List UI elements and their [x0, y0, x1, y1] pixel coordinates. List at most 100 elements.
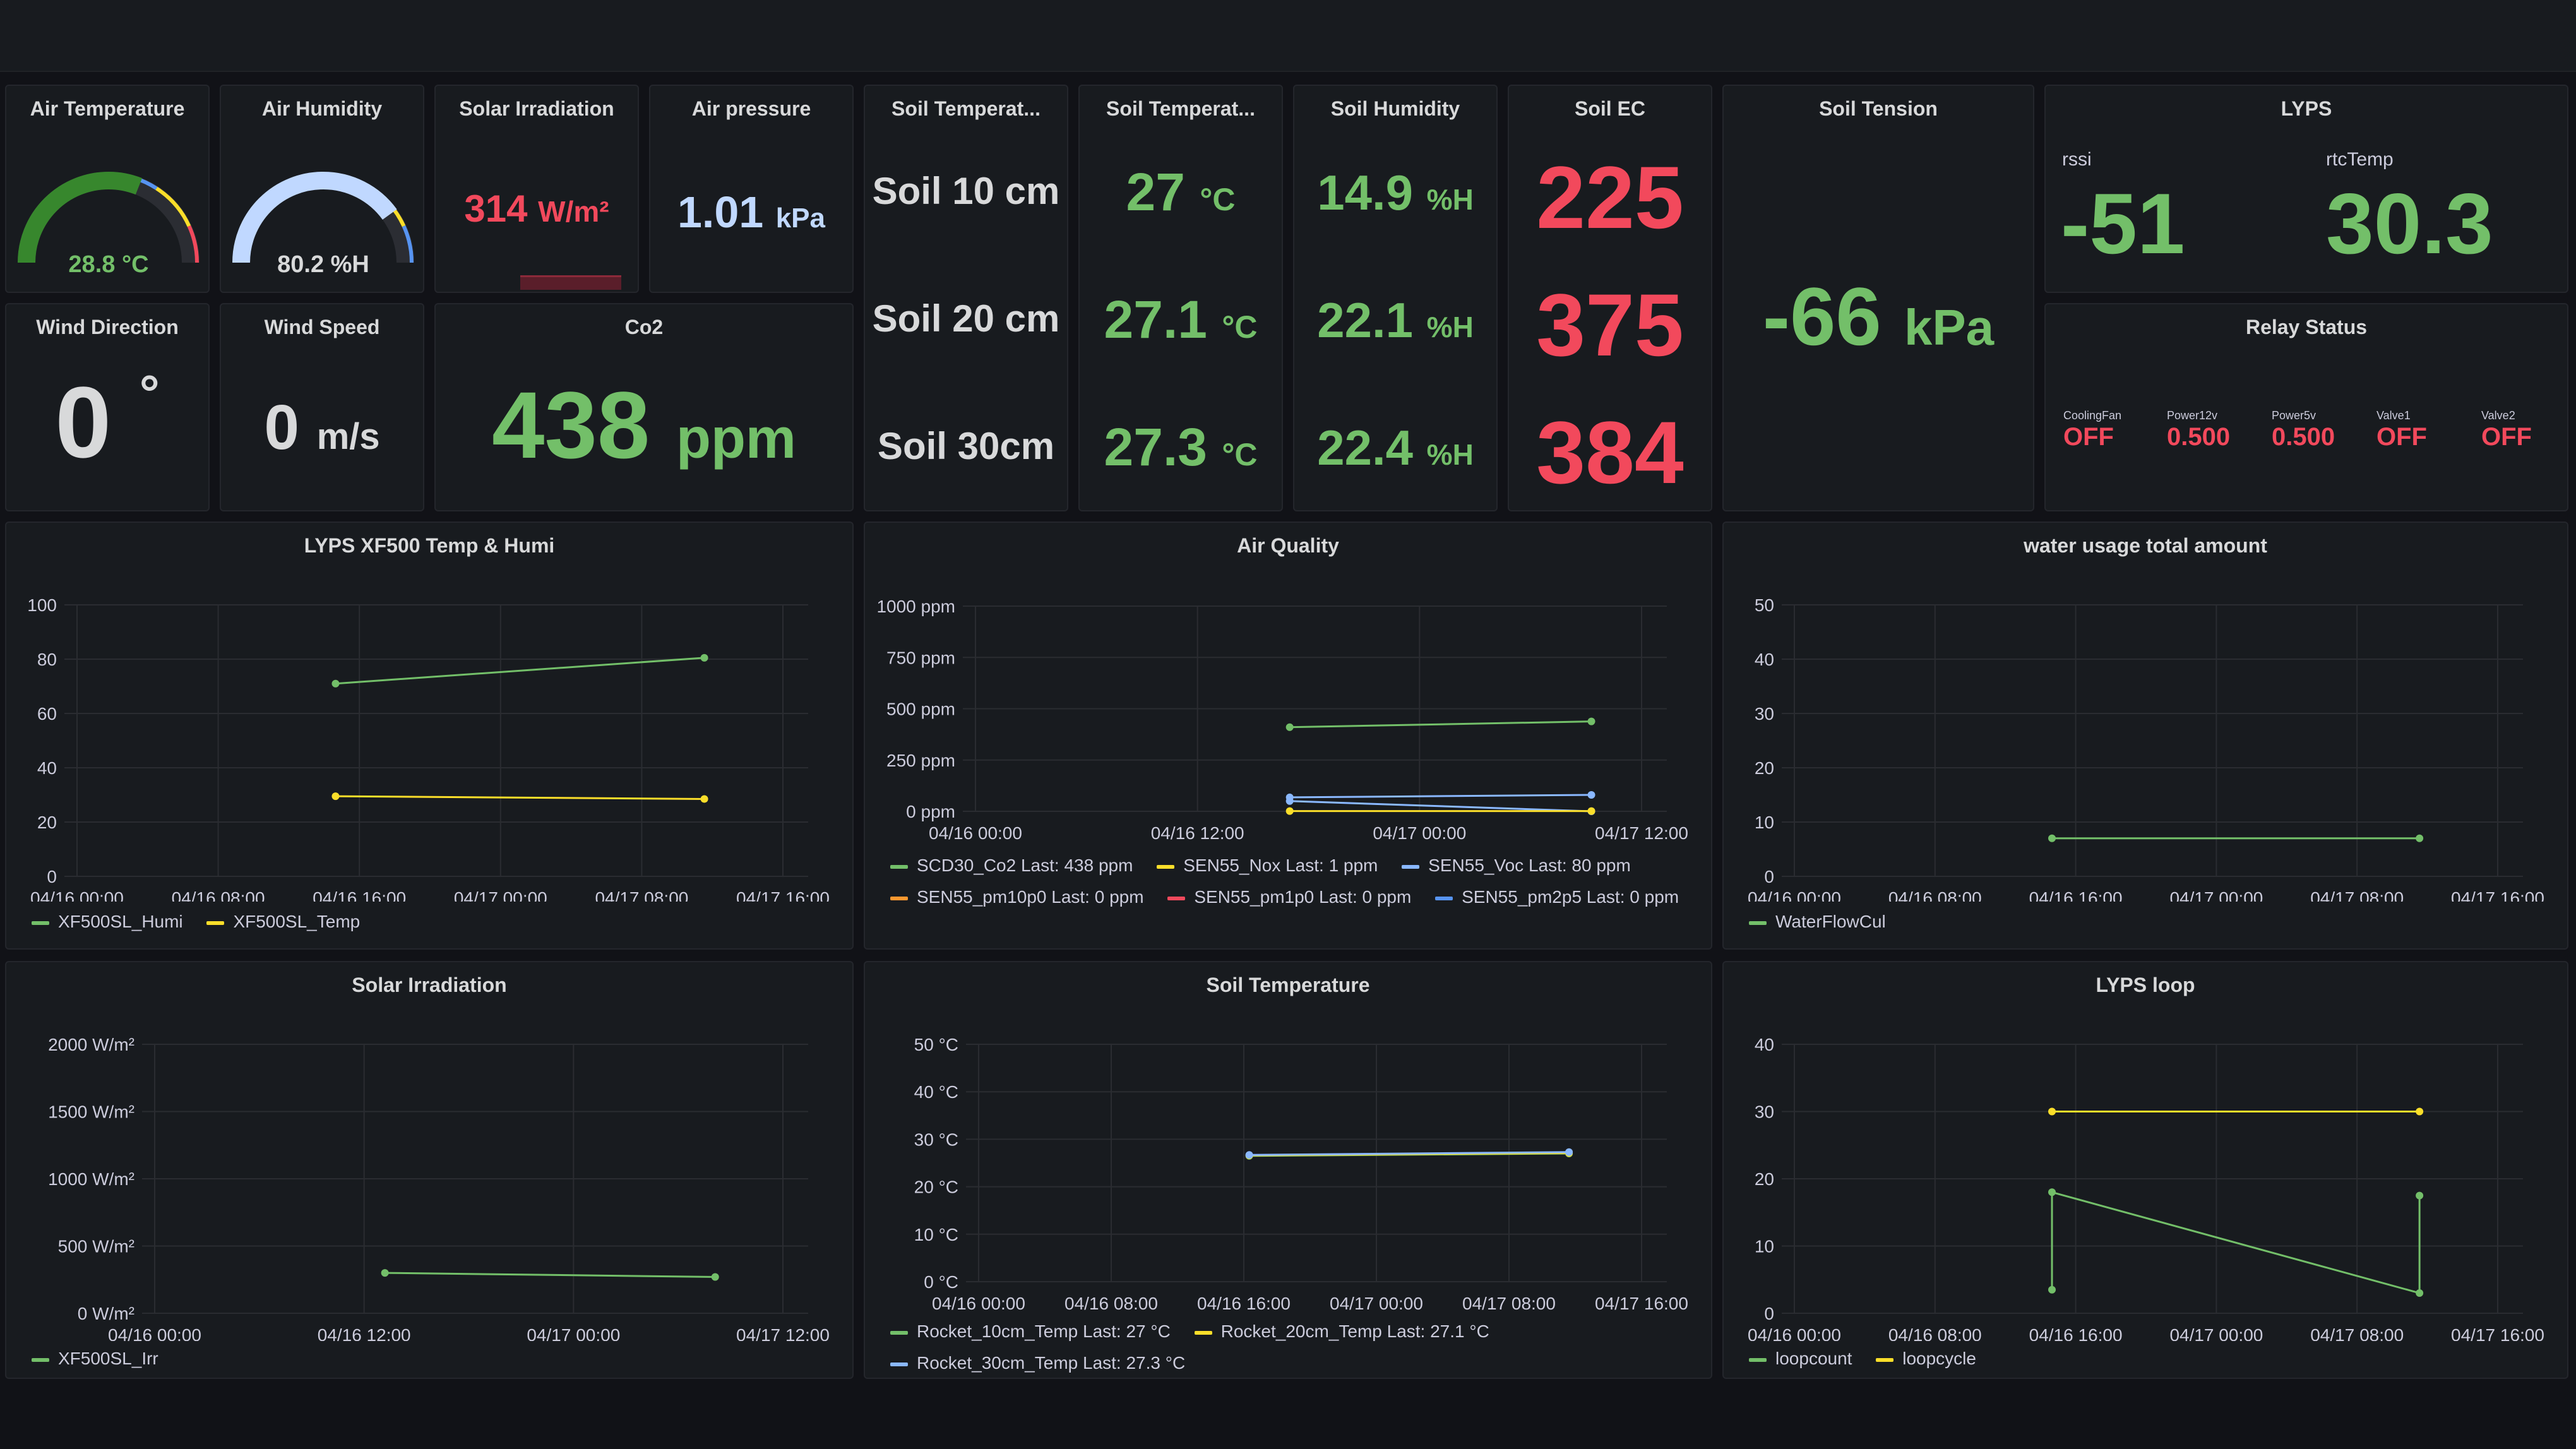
lyps-loop-chart-panel[interactable]: LYPS loop 0 10 20 30 40 04/16 00:00 04/16 08:0…: [1722, 961, 2568, 1379]
soil-temperature-chart[interactable]: 0 °C 10 °C 20 °C 30 °C 40 °C 50 °C 04/16 00:00…: [865, 962, 1712, 1316]
data-point-loopcount: [2048, 1188, 2056, 1196]
lyps-loop-chart[interactable]: 0 10 20 30 40 04/16 00:00 04/16 08:00 04/16 16:…: [1724, 962, 2568, 1341]
soil-humidity-panel[interactable]: Soil Humidity 14.9 %H 22.1 %H 22.4 %H: [1293, 85, 1498, 511]
series-line-loopcount: [2051, 1191, 2421, 1295]
soil-depth-label: Soil 30cm: [877, 425, 1055, 467]
series-line-SEN55_Voc: [1289, 794, 1592, 799]
solar-chart-panel[interactable]: Solar Irradiation 0 W/m² 500 W/m² 1000 W/m…: [5, 961, 854, 1379]
air-quality-chart-panel[interactable]: Air Quality 0 ppm 250 ppm 500 ppm 750 ppm 10…: [864, 522, 1712, 950]
chart-legend: loopcount loopcycle: [1749, 1349, 1995, 1369]
series-line-XF500SL_Temp: [335, 795, 705, 800]
y-tick-label: 20 °C: [914, 1178, 958, 1197]
data-point-WaterFlowCul: [2048, 834, 2056, 842]
air-quality-chart[interactable]: 0 ppm 250 ppm 500 ppm 750 ppm 1000 ppm 04/16 …: [865, 523, 1712, 851]
y-tick-label: 20: [1755, 1169, 1774, 1189]
y-tick-label: 0 ppm: [906, 802, 955, 821]
legend-item: loopcycle: [1876, 1349, 1976, 1369]
soil-temperature-values-panel[interactable]: Soil Temperat... 27 °C 27.1 °C 27.3 °C: [1078, 85, 1283, 511]
rssi-value: -51: [2061, 176, 2185, 271]
water-usage-chart[interactable]: 0 10 20 30 40 50 04/16 00:00 04/16 08:00 04/16 1…: [1724, 523, 2568, 902]
y-tick-label: 500 ppm: [886, 700, 955, 719]
relay-item: Valve1 OFF: [2376, 409, 2427, 451]
panel-title: Soil Temperat...: [891, 97, 1041, 120]
y-tick-label: 0: [1764, 867, 1774, 886]
sparkline-fill: [520, 275, 621, 290]
legend-item: SEN55_pm2p5 Last: 0 ppm: [1435, 881, 1679, 913]
xf500-chart[interactable]: 0 20 40 60 80 100 04/16 00:00 04/16 08:00 04/16 …: [6, 523, 854, 902]
lyps-panel[interactable]: LYPS rssi -51 rtcTemp 30.3: [2044, 85, 2568, 293]
x-tick-label: 04/16 12:00: [318, 1325, 411, 1341]
panel-title: Soil Temperat...: [1106, 97, 1255, 120]
data-point-SEN55_pm2p5: [1285, 797, 1294, 805]
air-humidity-panel[interactable]: Air Humidity 80.2 %H: [220, 85, 424, 293]
y-tick-label: 40 °C: [914, 1082, 958, 1102]
wind-direction-panel[interactable]: Wind Direction 0 °: [5, 303, 210, 511]
data-point-loopcycle: [2048, 1107, 2056, 1116]
water-usage-chart-panel[interactable]: water usage total amount 0 10 20 30 40 50 04/1…: [1722, 522, 2568, 950]
data-point-XF500SL_Humi: [331, 679, 340, 688]
soil-ec-panel[interactable]: Soil EC 225 375 384: [1508, 85, 1712, 511]
y-tick-label: 80: [37, 650, 57, 669]
gauge-fill: [232, 172, 414, 263]
chart-legend: WaterFlowCul: [1749, 912, 1905, 932]
data-point-Rocket_30cm_Temp: [1245, 1151, 1253, 1159]
x-tick-label: 04/16 16:00: [1197, 1294, 1291, 1313]
y-tick-label: 0 W/m²: [78, 1304, 134, 1323]
x-tick-label: 04/17 08:00: [1462, 1294, 1556, 1313]
air-temperature-panel[interactable]: Air Temperature 28.8 °C: [5, 85, 210, 293]
series-line-XF500SL_Humi: [335, 657, 705, 685]
x-tick-label: 04/17 16:00: [2451, 888, 2544, 902]
data-point-Rocket_30cm_Temp: [1565, 1148, 1573, 1156]
x-tick-label: 04/17 08:00: [2310, 888, 2404, 902]
rssi-label: rssi: [2062, 149, 2092, 170]
soil-temp-value: 27 °C: [1126, 162, 1236, 222]
soil-tension-panel[interactable]: Soil Tension -66 kPa: [1722, 85, 2034, 511]
series-line-XF500SL_Irr: [385, 1272, 715, 1278]
panel-title: Wind Speed: [264, 316, 380, 338]
legend-item: Rocket_30cm_Temp Last: 27.3 °C: [890, 1347, 1185, 1378]
x-tick-label: 04/16 16:00: [313, 888, 406, 902]
y-tick-label: 30 °C: [914, 1130, 958, 1149]
y-tick-label: 0: [47, 867, 57, 886]
panel-title: Air Temperature: [30, 97, 185, 120]
x-tick-label: 04/16 00:00: [108, 1325, 201, 1341]
wind-speed-panel[interactable]: Wind Speed 0 m/s: [220, 303, 424, 511]
solar-irradiation-chart[interactable]: 0 W/m² 500 W/m² 1000 W/m² 1500 W/m² 2000 W/m…: [6, 962, 854, 1341]
y-tick-label: 500 W/m²: [58, 1237, 134, 1256]
x-tick-label: 04/17 00:00: [2169, 888, 2263, 902]
soil-depth-label: Soil 20 cm: [872, 297, 1060, 340]
data-point-loopcount: [2416, 1289, 2424, 1297]
legend-item: XF500SL_Humi: [32, 912, 183, 932]
relay-status-panel[interactable]: Relay Status CoolingFan OFF Power12v 0.500…: [2044, 303, 2568, 511]
air-pressure-panel[interactable]: Air pressure 1.01 kPa: [649, 85, 854, 293]
data-point-SEN55_Nox: [1587, 807, 1595, 815]
soil-temperature-labels-panel[interactable]: Soil Temperat... Soil 10 cm Soil 20 cm S…: [864, 85, 1068, 511]
x-tick-label: 04/16 08:00: [1888, 1325, 1982, 1341]
chart-legend: XF500SL_Humi XF500SL_Temp: [32, 912, 379, 932]
data-point-loopcount: [2416, 1191, 2424, 1200]
co2-panel[interactable]: Co2 438 ppm: [434, 303, 854, 511]
soil-ec-value: 384: [1536, 403, 1684, 502]
data-point-XF500SL_Temp: [331, 792, 340, 801]
y-tick-label: 750 ppm: [886, 648, 955, 667]
x-tick-label: 04/17 00:00: [1330, 1294, 1423, 1313]
data-point-loopcount: [2048, 1285, 2056, 1294]
chart-legend: Rocket_10cm_Temp Last: 27 °C Rocket_20cm…: [890, 1316, 1705, 1378]
soil-humidity-value: 14.9 %H: [1317, 165, 1474, 220]
solar-irradiation-panel[interactable]: Solar Irradiation 314 W/m²: [434, 85, 639, 293]
y-tick-label: 100: [27, 595, 57, 615]
soil-temperature-chart-panel[interactable]: Soil Temperature 0 °C 10 °C 20 °C 30 °C 40 °…: [864, 961, 1712, 1379]
panel-title: Soil EC: [1574, 97, 1645, 120]
y-tick-label: 10: [1755, 813, 1774, 832]
stat-value: 0 m/s: [264, 392, 380, 463]
legend-item: XF500SL_Temp: [206, 912, 360, 932]
data-point-SCD30_Co2: [1587, 717, 1595, 725]
panel-title: Solar Irradiation: [459, 97, 614, 120]
x-tick-label: 04/16 08:00: [172, 888, 265, 902]
top-toolbar: [0, 0, 2576, 72]
series-line-Rocket_30cm_Temp: [1249, 1151, 1570, 1156]
xf500-chart-panel[interactable]: LYPS XF500 Temp & Humi 0 20 40 60 80 100 04/16…: [5, 522, 854, 950]
gauge-value: 80.2 %H: [277, 251, 369, 278]
panel-title: Air Humidity: [261, 97, 383, 120]
y-tick-label: 30: [1755, 1102, 1774, 1122]
